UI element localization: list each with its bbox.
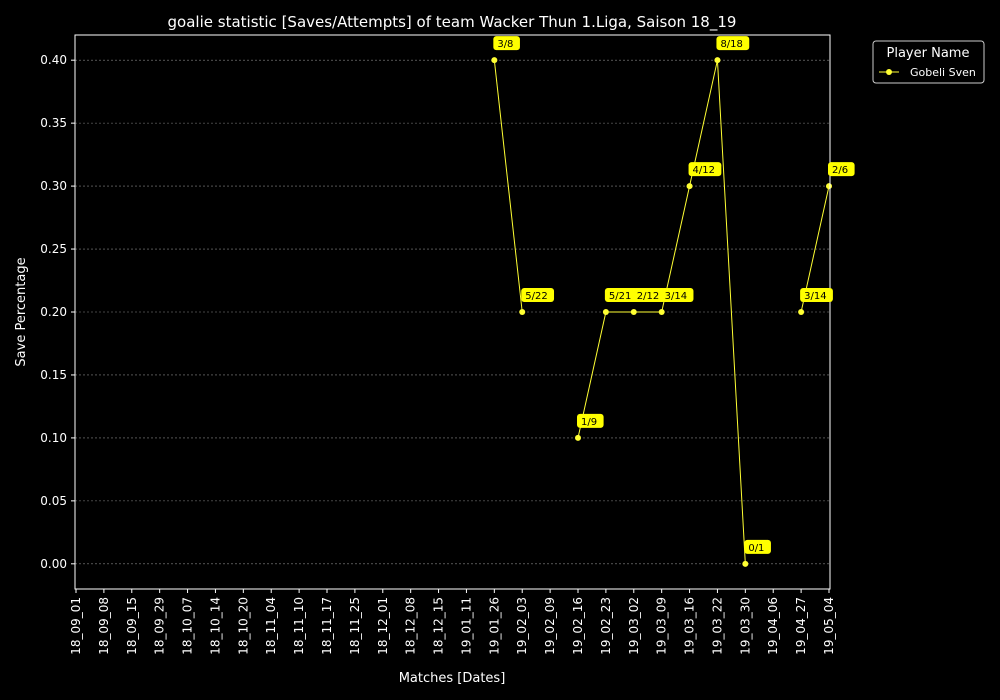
x-tick-label: 18_10_20 [236, 597, 250, 655]
x-tick-label: 19_02_23 [599, 597, 613, 655]
data-point [742, 560, 749, 567]
data-point [602, 309, 609, 315]
series-line [493, 60, 523, 313]
data-point [686, 183, 693, 190]
data-label: 5/21 [609, 291, 631, 302]
y-tick-label: 0.15 [40, 368, 67, 382]
x-axis-title: Matches [Dates] [399, 671, 506, 686]
x-tick-label: 19_03_09 [655, 597, 669, 655]
x-tick-label: 19_02_03 [515, 597, 529, 655]
data-label: 3/14 [804, 291, 826, 302]
point-labels: 3/8 5/22 1/9 5/21 2/12 3/14 4/12 8/18 0/1 3/14 2/6 [493, 36, 855, 554]
x-tick-label: 18_12_08 [404, 597, 418, 655]
x-tick-label: 18_09_15 [125, 597, 139, 655]
data-point [658, 309, 665, 315]
data-label: 1/9 [581, 417, 597, 428]
x-tick-label: 18_12_01 [376, 597, 390, 655]
x-tick-label: 19_02_16 [571, 597, 585, 655]
x-tick-label: 18_12_15 [432, 597, 446, 655]
y-tick-label: 0.00 [40, 557, 67, 571]
x-tick-label: 19_03_02 [627, 597, 641, 655]
data-label-box [660, 288, 694, 302]
data-label-box [493, 36, 520, 51]
data-label: 2/12 [637, 291, 659, 302]
x-tick-label: 18_09_08 [97, 597, 111, 655]
y-tick-label: 0.25 [40, 242, 67, 256]
chart-title: goalie statistic [Saves/Attempts] of tea… [168, 13, 737, 32]
x-tick-label: 19_01_11 [459, 597, 473, 655]
data-label-box [577, 413, 604, 428]
legend-title: Player Name [887, 46, 970, 61]
data-label: 4/12 [693, 165, 715, 176]
data-point [575, 434, 581, 441]
data-label-box [632, 288, 666, 302]
data-label: 0/1 [748, 543, 764, 554]
x-tick-label: 18_11_17 [320, 597, 334, 655]
data-point [491, 57, 498, 64]
data-label: 5/22 [525, 291, 547, 302]
data-label: 2/6 [832, 165, 848, 176]
x-tick-label: 19_04_06 [766, 597, 780, 655]
legend: Player Name Gobeli Sven [872, 40, 985, 84]
legend-marker-swatch [886, 69, 892, 75]
x-tick-label: 19_02_09 [543, 597, 557, 655]
data-label-box [744, 539, 771, 554]
x-tick-label: 18_10_07 [181, 597, 195, 655]
x-tick-label: 18_11_04 [264, 597, 278, 655]
data-label: 3/14 [665, 291, 687, 302]
data-label: 3/8 [497, 39, 513, 50]
data-point [630, 309, 637, 315]
y-tick-label: 0.20 [40, 305, 67, 319]
x-tick-label: 18_09_29 [153, 597, 167, 655]
data-label-box [521, 288, 555, 302]
y-tick-label: 0.40 [40, 53, 67, 67]
y-axis-title: Save Percentage [14, 257, 29, 366]
data-point [519, 309, 526, 315]
legend-entry-gobeli-sven: Gobeli Sven [910, 66, 976, 79]
legend-box [872, 40, 985, 84]
x-tick-label: 18_10_14 [208, 597, 222, 655]
data-label: 8/18 [720, 39, 742, 50]
y-tick-label: 0.05 [40, 494, 67, 508]
x-tick-label: 18_11_10 [292, 597, 306, 655]
x-tick-label: 19_01_26 [487, 597, 501, 655]
x-tick-label: 19_03_16 [683, 597, 697, 655]
data-label-box [604, 288, 638, 302]
y-axis: 0.00 0.05 0.10 0.15 0.20 0.25 0.30 0.35 0.40 [40, 53, 75, 571]
x-axis: 18_09_01 18_09_08 18_09_15 18_09_29 18_10_07… [69, 589, 836, 655]
x-tick-label: 18_09_01 [69, 597, 83, 655]
data-point [826, 183, 832, 190]
data-label-box [800, 288, 833, 302]
x-tick-label: 19_03_30 [738, 597, 752, 655]
y-tick-label: 0.10 [40, 431, 67, 445]
grid-lines [75, 59, 830, 565]
data-point [714, 57, 721, 64]
data-point [798, 309, 805, 315]
y-tick-label: 0.30 [40, 179, 67, 193]
data-label-box [716, 36, 750, 51]
x-tick-label: 19_05_04 [822, 597, 836, 655]
y-tick-label: 0.35 [40, 116, 67, 130]
x-tick-label: 18_11_25 [348, 597, 362, 655]
data-label-box [688, 162, 722, 177]
data-label-box [828, 162, 855, 177]
x-tick-label: 19_03_22 [710, 597, 724, 655]
x-tick-label: 19_04_27 [794, 597, 808, 655]
